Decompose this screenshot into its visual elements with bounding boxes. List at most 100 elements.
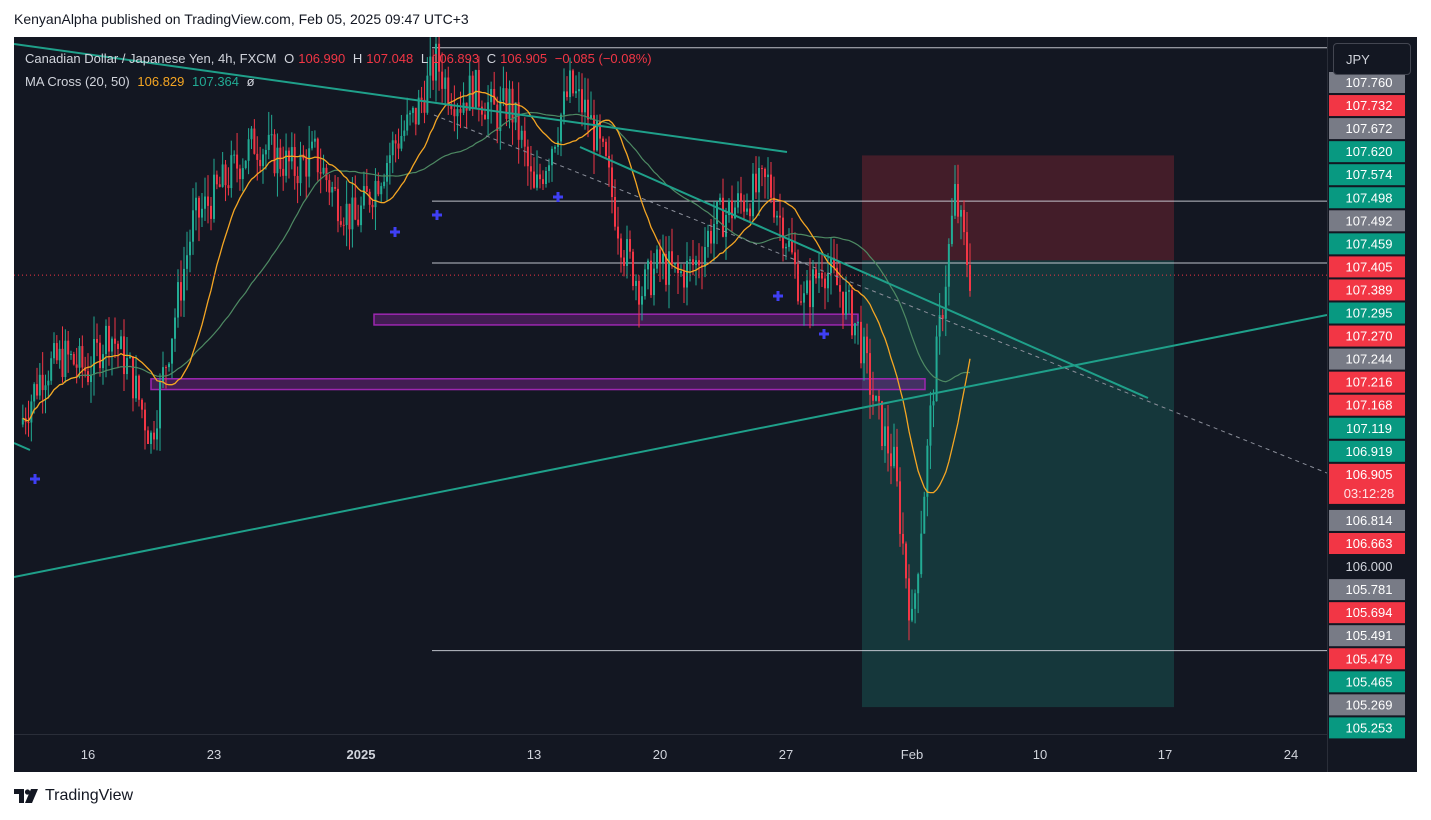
candle-body bbox=[496, 104, 499, 131]
candle-body bbox=[917, 574, 920, 594]
candle-body bbox=[605, 141, 607, 156]
candle-body bbox=[409, 112, 412, 115]
candle-body bbox=[55, 343, 58, 361]
candle-body bbox=[935, 336, 938, 402]
support-zone bbox=[373, 313, 859, 326]
candle-body bbox=[854, 323, 856, 336]
price-axis-label: 107.389 bbox=[1329, 279, 1405, 301]
price-axis-text: 106.814 bbox=[1346, 513, 1393, 528]
candle-body bbox=[129, 356, 131, 359]
candle-body bbox=[650, 260, 652, 296]
candle-body bbox=[201, 208, 203, 218]
price-axis-text: 107.389 bbox=[1346, 282, 1393, 297]
candle-body bbox=[406, 114, 409, 131]
plot-area bbox=[14, 37, 1327, 708]
candle-body bbox=[334, 187, 337, 189]
price-axis-label: 107.244 bbox=[1329, 348, 1405, 370]
candle-body bbox=[966, 232, 968, 266]
price-axis-label: 105.781 bbox=[1329, 579, 1405, 601]
candle-body bbox=[420, 97, 423, 100]
price-axis-text: 107.492 bbox=[1346, 213, 1393, 228]
price-axis-label: 107.405 bbox=[1329, 256, 1405, 278]
candle-body bbox=[638, 280, 640, 305]
candle-body bbox=[336, 188, 339, 222]
footer-brand: TradingView bbox=[45, 787, 134, 804]
candle-body bbox=[141, 399, 143, 410]
candle-body bbox=[147, 430, 149, 445]
candle-body bbox=[704, 247, 706, 267]
candle-body bbox=[210, 205, 212, 219]
candle-body bbox=[599, 121, 601, 139]
candle-body bbox=[285, 150, 288, 176]
candle-body bbox=[247, 139, 250, 161]
currency-button[interactable]: JPY bbox=[1333, 43, 1411, 75]
close-label: C bbox=[486, 51, 497, 66]
candle-body bbox=[377, 180, 380, 195]
candle-body bbox=[957, 184, 959, 217]
symbol-title[interactable]: Canadian Dollar / Japanese Yen, 4h, FXCM bbox=[25, 51, 277, 66]
candle-body bbox=[411, 107, 414, 113]
candle-body bbox=[87, 371, 89, 383]
price-axis-text: 106.000 bbox=[1346, 559, 1393, 574]
candle-body bbox=[423, 99, 426, 113]
candle-body bbox=[339, 221, 342, 225]
candle-body bbox=[827, 272, 829, 289]
symbol-legend: Canadian Dollar / Japanese Yen, 4h, FXCM… bbox=[25, 51, 656, 66]
candle-body bbox=[662, 253, 664, 263]
ma-cross-marker bbox=[30, 474, 40, 484]
candle-body bbox=[593, 115, 595, 151]
candle-body bbox=[863, 336, 865, 364]
tradingview-logo-icon bbox=[14, 789, 38, 803]
candle-body bbox=[719, 197, 721, 202]
candle-body bbox=[264, 149, 267, 155]
candle-body bbox=[623, 257, 625, 266]
candle-body bbox=[845, 291, 847, 316]
candle-body bbox=[893, 446, 895, 467]
price-axis-label: 107.119 bbox=[1329, 417, 1405, 439]
time-axis-label: 23 bbox=[207, 747, 221, 762]
candle-body bbox=[322, 167, 325, 174]
candle-body bbox=[653, 268, 655, 296]
candle-body bbox=[441, 71, 444, 89]
price-axis-label: 105.479 bbox=[1329, 648, 1405, 670]
price-axis-text: 107.270 bbox=[1346, 329, 1393, 344]
candle-body bbox=[722, 197, 724, 237]
candle-body bbox=[244, 160, 247, 169]
candle-body bbox=[523, 130, 526, 147]
candle-body bbox=[429, 56, 432, 76]
candle-body bbox=[345, 203, 348, 226]
candle-body bbox=[183, 268, 185, 301]
price-axis-label: 107.270 bbox=[1329, 325, 1405, 347]
price-axis-label: 105.694 bbox=[1329, 602, 1405, 624]
indicator-title[interactable]: MA Cross (20, 50) bbox=[25, 74, 130, 89]
candle-body bbox=[734, 207, 736, 219]
candle-body bbox=[156, 428, 158, 440]
candle-body bbox=[99, 342, 101, 369]
trendline-fragment bbox=[14, 442, 31, 451]
candle-body bbox=[351, 197, 354, 230]
candle-body bbox=[502, 88, 505, 101]
price-axis-label: 105.491 bbox=[1329, 625, 1405, 647]
price-axis-text: 107.168 bbox=[1346, 398, 1393, 413]
candle-body bbox=[447, 77, 450, 106]
price-axis-text: 106.905 bbox=[1346, 467, 1393, 482]
candle-body bbox=[929, 405, 932, 446]
candle-body bbox=[132, 356, 134, 399]
candle-body bbox=[282, 168, 285, 176]
candle-body bbox=[566, 91, 568, 98]
candle-body bbox=[920, 533, 923, 575]
candle-body bbox=[224, 164, 227, 186]
candle-body bbox=[198, 197, 200, 218]
candle-body bbox=[58, 348, 61, 361]
change-value: −0.085 (−0.08%) bbox=[554, 51, 652, 66]
candle-body bbox=[587, 99, 589, 120]
candle-body bbox=[581, 89, 583, 113]
candle-body bbox=[368, 191, 371, 205]
candle-body bbox=[192, 210, 194, 242]
tradingview-logo[interactable]: TradingView bbox=[14, 787, 133, 805]
candle-body bbox=[536, 174, 538, 188]
candle-body bbox=[665, 253, 667, 285]
candle-body bbox=[689, 259, 691, 261]
candle-body bbox=[189, 241, 191, 256]
